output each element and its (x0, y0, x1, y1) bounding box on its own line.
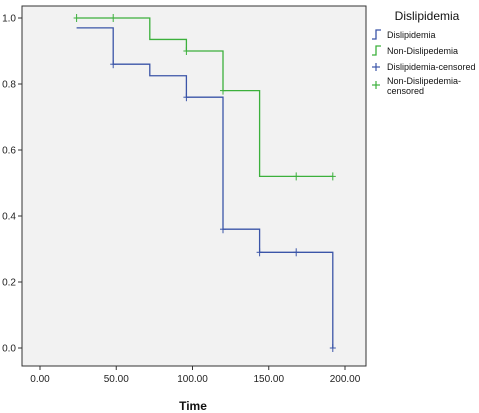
censor-mark-non-dislipedemia (183, 47, 190, 55)
y-tick-label: 0.2 (2, 278, 16, 289)
series-layer (73, 14, 336, 352)
series-line-non-dislipedemia (76, 17, 333, 178)
censor-mark-non-dislipedemia (220, 86, 226, 95)
legend-item-non-dislipedemia-censored: Non-Dislipedemia-censored (372, 76, 461, 96)
censor-mark-dislipidemia (183, 93, 190, 102)
censor-mark-dislipidemia (256, 248, 263, 257)
x-tick-label: 100.00 (177, 374, 208, 385)
plot-background (21, 5, 367, 367)
censor-mark-dislipidemia (110, 60, 117, 69)
censor-mark-dislipidemia (220, 225, 226, 234)
legend-label: Non-Dislipedemia (387, 46, 458, 56)
legend-item-dislipidemia: Dislipidemia (372, 29, 436, 40)
y-tick-label: 0.8 (2, 80, 16, 91)
legend: Dislipidemia Dislipidemia Non-Dislipedemi… (372, 9, 476, 96)
y-tick-label: 0.6 (2, 146, 16, 157)
legend-item-non-dislipedemia: Non-Dislipedemia (372, 45, 458, 56)
y-tick-label: 0.0 (2, 344, 16, 355)
x-tick-label: 150.00 (253, 374, 284, 385)
censor-mark-dislipidemia (329, 344, 336, 352)
y-axis: 0.0 0.2 0.4 0.6 0.8 1.0 (2, 14, 22, 355)
legend-swatch (372, 45, 381, 56)
legend-title: Dislipidemia (395, 9, 460, 23)
censor-mark-non-dislipedemia (329, 172, 336, 181)
censor-mark-non-dislipedemia (73, 14, 80, 22)
x-tick-label: 50.00 (104, 374, 129, 385)
legend-label: Dislipidemia-censored (387, 62, 476, 72)
censor-mark-non-dislipedemia (293, 172, 300, 181)
x-tick-label: 200.00 (330, 374, 361, 385)
legend-swatch (372, 29, 381, 40)
x-axis: 0.00 50.00 100.00 150.00 200.00 (30, 366, 361, 385)
plot-area (21, 5, 367, 367)
legend-item-dislipidemia-censored: Dislipidemia-censored (372, 62, 476, 72)
legend-label: Dislipidemia (387, 30, 436, 40)
y-tick-label: 1.0 (2, 14, 16, 25)
x-axis-title: Time (179, 399, 207, 413)
censor-mark-non-dislipedemia (110, 14, 117, 22)
censor-mark-dislipidemia (293, 248, 300, 257)
legend-label: Non-Dislipedemia-censored (387, 76, 461, 96)
x-tick-label: 0.00 (30, 374, 50, 385)
y-tick-label: 0.4 (2, 212, 16, 223)
